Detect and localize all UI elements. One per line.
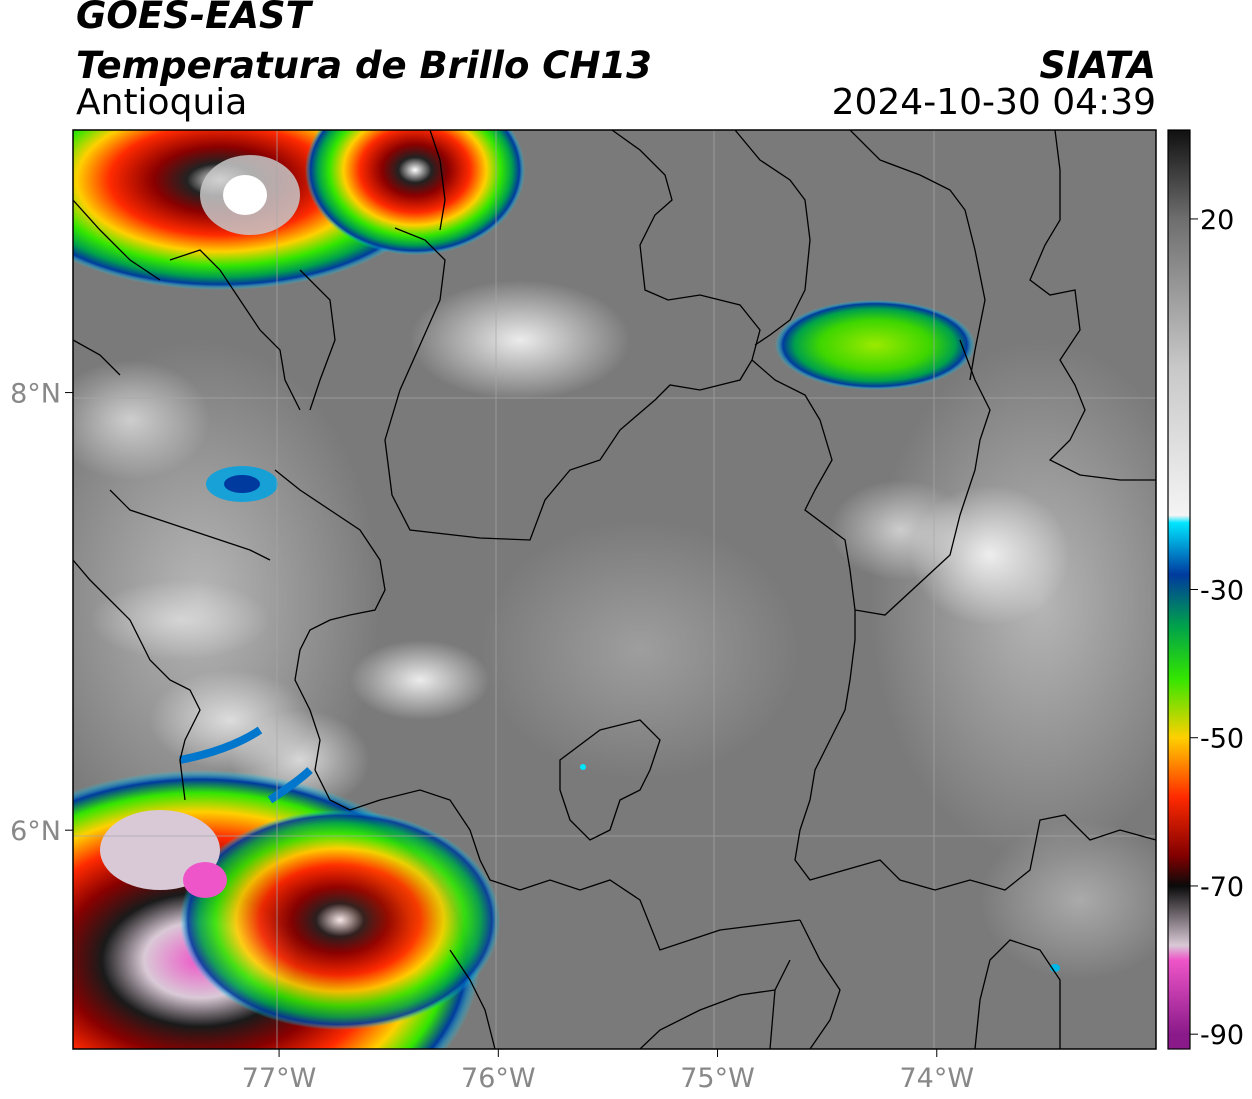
colorbar-tick-label: -70 [1200, 872, 1244, 903]
title-region: Antioquia [76, 82, 248, 123]
agency-label: SIATA [1039, 44, 1156, 87]
lon-tick-label: 75°W [680, 1063, 755, 1094]
latitude-ticks: 8°N 6°N [10, 379, 73, 847]
political-borders [73, 130, 1156, 1049]
colorbar-tick-label: -50 [1200, 724, 1244, 755]
graticule [73, 130, 1156, 1049]
colorbar: 20 -30 -50 -70 -90 [1167, 129, 1244, 1051]
colorbar-ticks: 20 -30 -50 -70 -90 [1190, 205, 1244, 1051]
title-satellite: GOES-EAST [76, 0, 311, 37]
lon-tick-label: 74°W [899, 1063, 974, 1094]
colorbar-tick-label: -90 [1200, 1020, 1244, 1051]
longitude-ticks: 77°W 76°W 75°W 74°W [242, 1049, 974, 1094]
lat-tick-label: 8°N [10, 379, 61, 410]
colorbar-gradient [1167, 129, 1191, 1050]
title-product: Temperatura de Brillo CH13 [76, 44, 652, 87]
lon-tick-label: 77°W [242, 1063, 317, 1094]
datetime-label: 2024-10-30 04:39 [831, 82, 1156, 123]
lat-tick-label: 6°N [10, 816, 61, 847]
map-frame [72, 129, 1157, 1050]
colorbar-tick-label: 20 [1200, 205, 1234, 236]
map-imagery [73, 130, 1156, 1049]
lon-tick-label: 76°W [461, 1063, 536, 1094]
colorbar-tick-label: -30 [1200, 576, 1244, 607]
